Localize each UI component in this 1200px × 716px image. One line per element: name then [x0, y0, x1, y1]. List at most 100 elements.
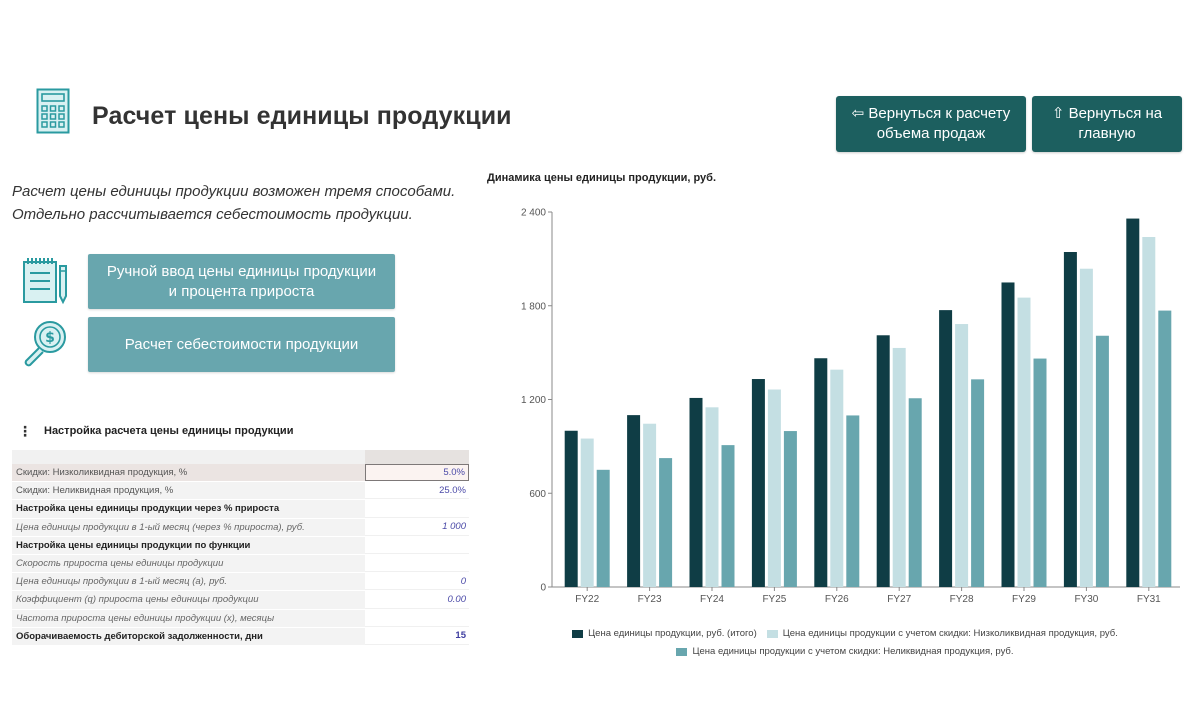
settings-row-value-input[interactable]: 25.0%	[365, 482, 469, 500]
magnifier-dollar-icon: $	[24, 321, 66, 367]
bar[interactable]	[1095, 335, 1109, 587]
kebab-menu-icon[interactable]: ⋮	[18, 423, 32, 439]
bar[interactable]	[705, 407, 719, 587]
bar[interactable]	[767, 389, 781, 588]
bar[interactable]	[1033, 358, 1047, 587]
settings-table: Скидки: Низколиквидная продукция, % 5.0% С…	[12, 450, 469, 646]
cost-calculation-button[interactable]: Расчет себестоимости продукции	[88, 317, 395, 372]
back-to-sales-volume-button[interactable]: ⇦ Вернуться к расчету объема продаж	[836, 96, 1026, 152]
x-tick-label: FY29	[1012, 594, 1036, 605]
settings-row-label: Цена единицы продукции в 1-ый месяц (чер…	[12, 518, 365, 536]
legend-item[interactable]: Цена единицы продукции с учетом скидки: …	[676, 644, 1014, 660]
x-tick-label: FY27	[887, 594, 911, 605]
settings-row-value-input[interactable]: 5.0%	[365, 464, 469, 482]
price-dynamics-chart: 0 600 1 200 1 800 2 400 FY22 FY23 FY24 FY25 FY26 F…	[521, 208, 1180, 605]
legend-swatch	[676, 648, 688, 656]
bar[interactable]	[721, 445, 735, 587]
settings-row-label: Настройка цены единицы продукции через %…	[12, 500, 365, 518]
settings-title: Настройка расчета цены единицы продукции	[44, 425, 294, 437]
page-title: Расчет цены единицы продукции	[92, 102, 512, 130]
settings-row-label: Скидки: Низколиквидная продукция, %	[12, 464, 365, 482]
settings-row-label: Частота прироста цены единицы продукции …	[12, 609, 365, 627]
x-tick-label: FY24	[700, 594, 724, 605]
settings-row: Частота прироста цены единицы продукции …	[12, 609, 469, 628]
settings-row: Скидки: Неликвидная продукция, % 25.0%	[12, 482, 469, 501]
bar[interactable]	[971, 379, 985, 587]
bar[interactable]	[939, 310, 953, 587]
bar[interactable]	[1001, 282, 1015, 587]
settings-row: Скидки: Низколиквидная продукция, % 5.0%	[12, 464, 469, 483]
y-tick-label: 2 400	[521, 208, 546, 219]
legend-label: Цена единицы продукции, руб. (итого)	[588, 628, 757, 639]
bar[interactable]	[1063, 252, 1077, 587]
bar[interactable]	[659, 458, 673, 587]
settings-row-label: Скорость прироста цены единицы продукции	[12, 554, 365, 573]
bar[interactable]	[814, 358, 828, 587]
y-tick-label: 1 200	[521, 395, 546, 406]
x-tick-label: FY31	[1137, 594, 1161, 605]
settings-row-label: Оборачиваемость дебиторской задолженност…	[12, 627, 365, 645]
y-tick-label: 600	[529, 489, 546, 500]
bar[interactable]	[892, 347, 906, 587]
settings-row-label: Скидки: Неликвидная продукция, %	[12, 482, 365, 500]
settings-row-value-input[interactable]: 0	[365, 573, 469, 591]
bar[interactable]	[908, 398, 922, 587]
settings-row-value-input[interactable]: 0.00	[365, 591, 469, 609]
settings-row-label: Коэффициент (q) прироста цены единицы пр…	[12, 591, 365, 609]
legend-item[interactable]: Цена единицы продукции, руб. (итого)	[572, 626, 757, 642]
settings-row-value-input[interactable]	[365, 554, 469, 573]
settings-row-value-input[interactable]	[365, 500, 469, 518]
bar[interactable]	[643, 423, 657, 587]
x-tick-label: FY22	[575, 594, 599, 605]
bar[interactable]	[751, 379, 765, 587]
settings-row: Настройка цены единицы продукции через %…	[12, 500, 469, 519]
x-tick-label: FY25	[762, 594, 786, 605]
y-tick-label: 1 800	[521, 301, 546, 312]
settings-row: Цена единицы продукции в 1-ый месяц (a),…	[12, 573, 469, 592]
calculator-icon	[36, 88, 70, 134]
bar[interactable]	[1126, 218, 1140, 587]
x-tick-label: FY30	[1074, 594, 1098, 605]
bar[interactable]	[564, 430, 578, 587]
settings-row: Настройка цены единицы продукции по функ…	[12, 536, 469, 555]
settings-row-label: Настройка цены единицы продукции по функ…	[12, 536, 365, 554]
bar[interactable]	[783, 431, 797, 587]
settings-row-value-input[interactable]: 15	[365, 627, 469, 645]
bar[interactable]	[689, 397, 703, 587]
settings-header: ⋮ Настройка расчета цены единицы продукц…	[18, 424, 293, 438]
x-tick-label: FY26	[825, 594, 849, 605]
settings-table-header	[12, 450, 469, 464]
bar[interactable]	[876, 335, 890, 587]
legend-swatch	[766, 630, 778, 638]
settings-row: Скорость прироста цены единицы продукции	[12, 554, 469, 574]
notepad-pencil-icon	[23, 258, 67, 305]
y-tick-label: 0	[540, 583, 546, 594]
settings-row-value-input[interactable]	[365, 609, 469, 627]
intro-text: Расчет цены единицы продукции возможен т…	[12, 180, 455, 226]
legend-label: Цена единицы продукции с учетом скидки: …	[782, 628, 1118, 639]
settings-row: Коэффициент (q) прироста цены единицы пр…	[12, 591, 469, 610]
svg-text:$: $	[45, 330, 55, 346]
bar[interactable]	[596, 469, 610, 587]
bar[interactable]	[580, 438, 594, 587]
bar[interactable]	[1142, 237, 1156, 587]
bar[interactable]	[846, 415, 860, 587]
manual-price-input-button[interactable]: Ручной ввод цены единицы продукции и про…	[88, 254, 395, 309]
legend-swatch	[572, 630, 584, 638]
x-tick-label: FY28	[950, 594, 974, 605]
settings-row-value-input[interactable]: 1 000	[365, 518, 469, 536]
bar[interactable]	[1158, 310, 1172, 587]
settings-row: Оборачиваемость дебиторской задолженност…	[12, 627, 469, 646]
bar[interactable]	[627, 415, 641, 587]
settings-row-label: Цена единицы продукции в 1-ый месяц (a),…	[12, 573, 365, 591]
chart-legend: Цена единицы продукции, руб. (итого) Цена…	[500, 626, 1190, 662]
x-tick-label: FY23	[638, 594, 662, 605]
bar[interactable]	[1017, 297, 1031, 587]
back-to-home-button[interactable]: ⇧ Вернуться на главную	[1032, 96, 1182, 152]
bar[interactable]	[1079, 268, 1093, 587]
legend-item[interactable]: Цена единицы продукции с учетом скидки: …	[766, 626, 1118, 642]
intro-line-1: Расчет цены единицы продукции возможен т…	[12, 183, 456, 200]
bar[interactable]	[955, 324, 969, 587]
bar[interactable]	[830, 369, 844, 587]
settings-row-value-input[interactable]	[365, 536, 469, 554]
